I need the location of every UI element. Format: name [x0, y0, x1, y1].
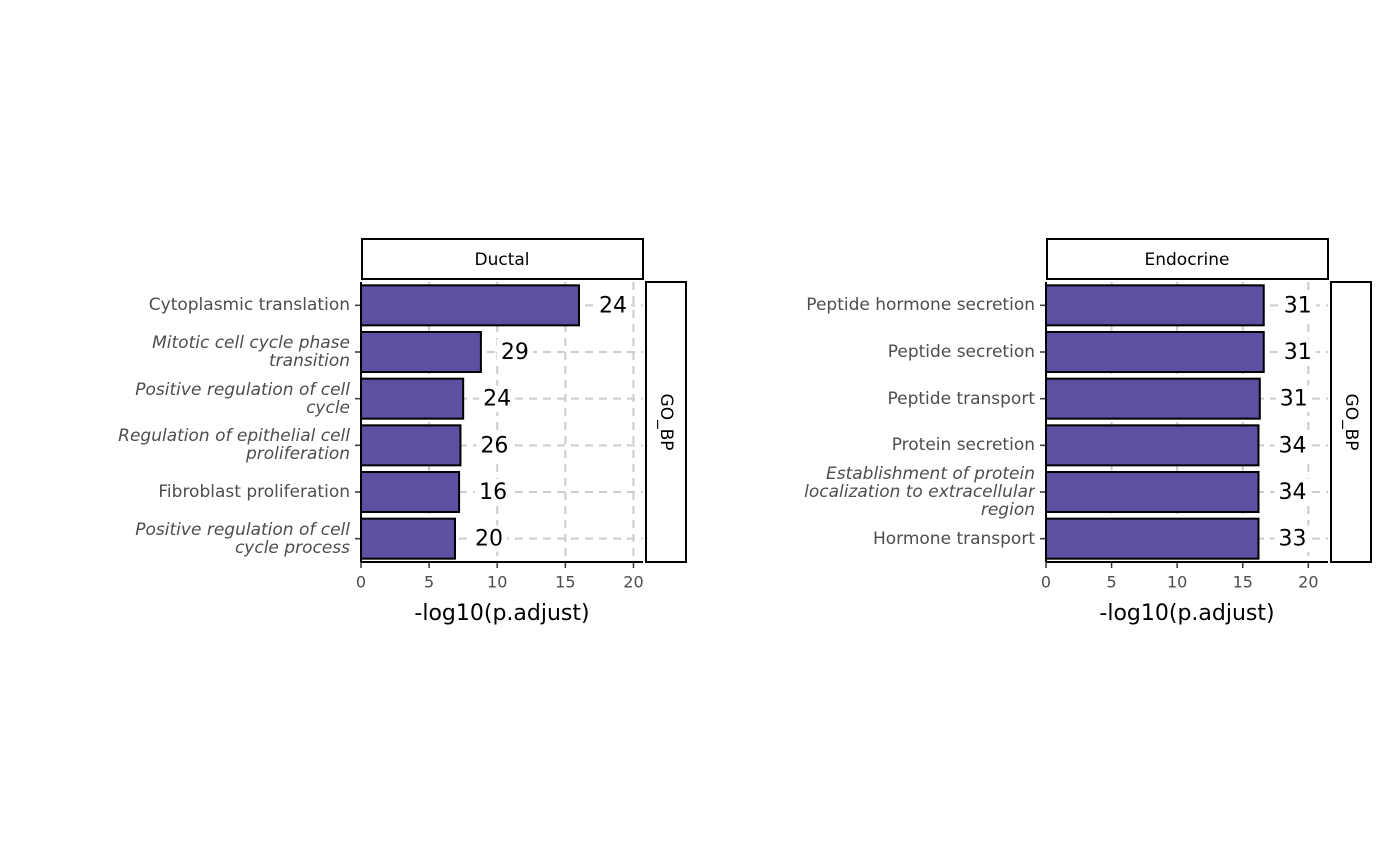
x-tick-label: 5 [424, 573, 434, 592]
count-label-bg [471, 525, 507, 552]
x-tick-label: 20 [623, 573, 643, 592]
y-label-box: Cytoplasmic translation [148, 295, 350, 316]
bar [1045, 331, 1265, 373]
count-label: 31 [1284, 293, 1312, 318]
y-label-box: Peptide secretion [887, 341, 1035, 362]
count-label: 29 [501, 340, 529, 365]
count-label: 33 [1278, 527, 1306, 552]
x-axis-label: -log10(p.adjust) [1099, 601, 1274, 626]
y-tick-label: Protein secretion [891, 435, 1035, 456]
bar [360, 424, 462, 467]
bar [360, 471, 461, 513]
y-label-box: Peptide hormone secretion [806, 295, 1035, 316]
x-tick-label: 5 [1106, 573, 1116, 592]
count-label-bg [496, 339, 533, 365]
y-tick-label: Positive regulation of cell cycle proces… [135, 519, 350, 558]
y-label-box: Protein secretion [891, 435, 1035, 456]
y-tick-label: Cytoplasmic translation [148, 295, 350, 316]
count-label-bg [1274, 525, 1311, 552]
y-tick-label: Peptide secretion [887, 341, 1035, 362]
count-label: 34 [1278, 480, 1306, 505]
x-tick-label: 0 [356, 573, 366, 592]
x-tick-label: 20 [1298, 573, 1318, 592]
bar [1045, 377, 1261, 420]
facet-strip [361, 238, 644, 280]
side-strip [1330, 281, 1372, 563]
y-label-box: Positive regulation of cell cycle [135, 379, 350, 418]
bar [1045, 471, 1260, 513]
count-label: 24 [599, 293, 627, 318]
count-label-bg [475, 479, 512, 505]
facet-title: Endocrine [1145, 250, 1230, 270]
count-label: 24 [483, 387, 511, 412]
y-tick-label: Peptide hormone secretion [806, 295, 1035, 316]
y-label-box: Fibroblast proliferation [158, 481, 350, 502]
bar [360, 331, 482, 373]
count-label: 20 [475, 527, 503, 552]
y-tick-label: Regulation of epithelial cell proliferat… [118, 426, 350, 465]
count-label: 26 [480, 433, 508, 458]
y-tick-label: Fibroblast proliferation [158, 481, 350, 502]
y-label-box: Establishment of protein localization to… [804, 463, 1035, 520]
count-label-bg [594, 292, 631, 319]
y-label-box: Positive regulation of cell cycle proces… [135, 519, 350, 558]
bar [360, 284, 580, 327]
count-label: 31 [1280, 387, 1308, 412]
x-tick-label: 10 [487, 573, 507, 592]
y-tick-label: Establishment of protein localization to… [804, 463, 1035, 520]
x-tick-label: 10 [1167, 573, 1187, 592]
bar [360, 517, 456, 560]
bar [1045, 424, 1260, 467]
count-label-bg [1279, 339, 1316, 365]
facet-title: Ductal [474, 250, 529, 270]
bar [1045, 284, 1265, 327]
y-tick-label: Positive regulation of cell cycle [135, 379, 350, 418]
y-tick-label: Hormone transport [872, 528, 1035, 549]
count-label-bg [476, 432, 513, 459]
bar [360, 377, 465, 420]
y-label-box: Hormone transport [872, 528, 1035, 549]
x-tick-label: 0 [1041, 573, 1051, 592]
count-label-bg [1279, 292, 1316, 319]
y-label-box: Mitotic cell cycle phase transition [152, 332, 350, 371]
side-strip [645, 281, 687, 563]
y-label-box: Peptide transport [887, 388, 1036, 409]
count-label-bg [479, 385, 516, 412]
x-tick-label: 15 [555, 573, 575, 592]
bar [1045, 517, 1260, 560]
y-label-box: Regulation of epithelial cell proliferat… [118, 426, 350, 465]
side-strip-label: GO_BP [656, 394, 676, 451]
count-label-bg [1274, 479, 1311, 505]
y-tick-label: Peptide transport [887, 388, 1036, 409]
y-tick-label: Mitotic cell cycle phase transition [152, 332, 350, 371]
count-label: 34 [1278, 433, 1306, 458]
count-label-bg [1274, 432, 1311, 459]
facet-strip [1046, 238, 1329, 280]
count-label-bg [1275, 385, 1312, 412]
side-strip-label: GO_BP [1341, 394, 1361, 451]
count-label: 31 [1284, 340, 1312, 365]
count-label: 16 [479, 480, 507, 505]
x-tick-label: 15 [1233, 573, 1253, 592]
x-axis-label: -log10(p.adjust) [414, 601, 589, 626]
